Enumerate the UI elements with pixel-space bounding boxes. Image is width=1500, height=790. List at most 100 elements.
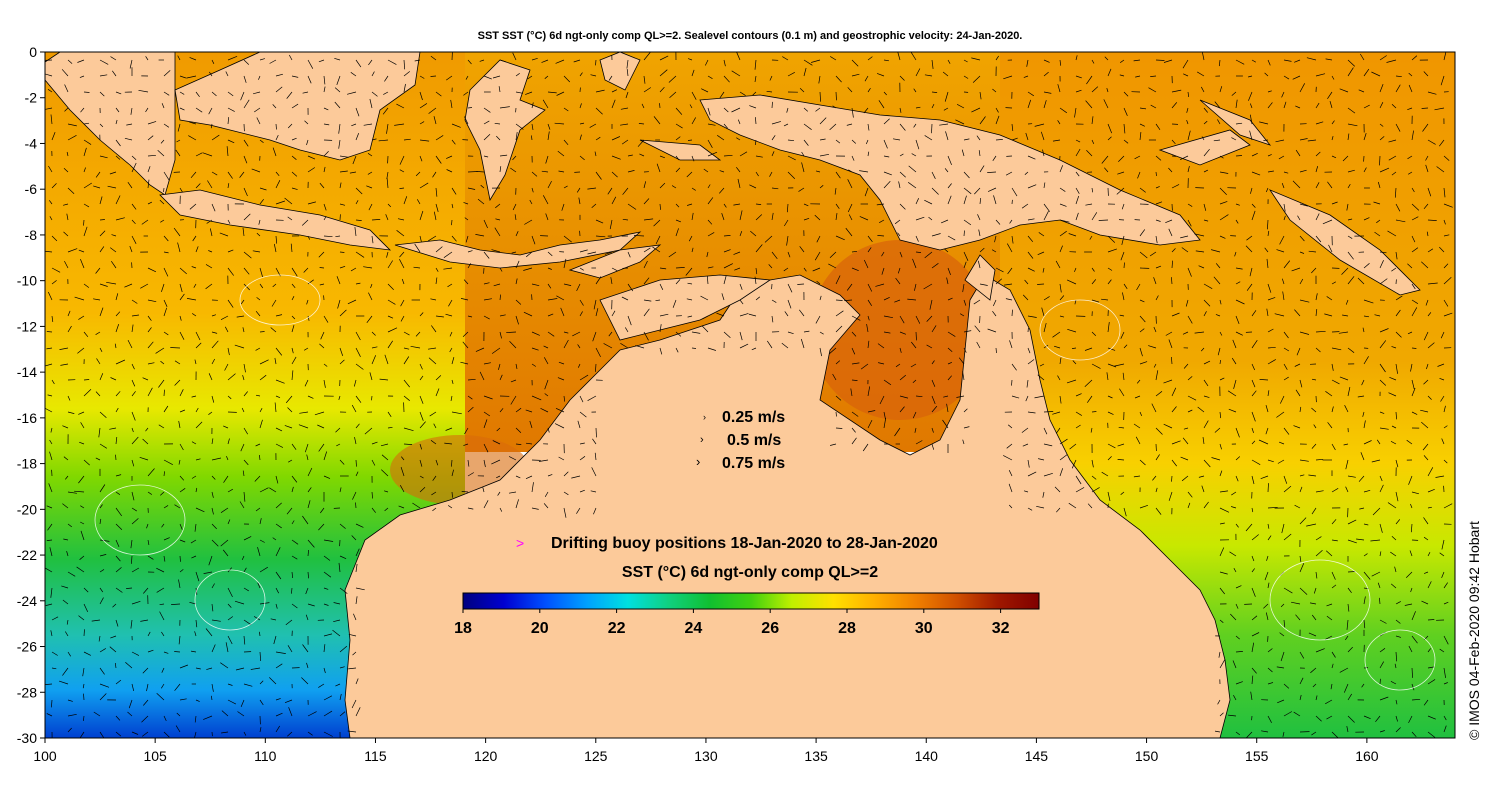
velocity-arrow	[1219, 299, 1222, 305]
velocity-arrow	[1372, 507, 1381, 516]
velocity-arrow	[419, 487, 426, 493]
velocity-arrow	[1235, 456, 1241, 461]
velocity-arrow	[1331, 539, 1338, 542]
velocity-arrow	[323, 555, 331, 561]
velocity-arrow	[467, 472, 474, 477]
velocity-arrow	[1180, 456, 1189, 461]
velocity-arrow	[65, 475, 69, 480]
velocity-arrow	[554, 122, 565, 125]
velocity-arrow	[1155, 59, 1165, 61]
velocity-arrow	[1246, 283, 1253, 291]
velocity-arrow	[1251, 171, 1261, 176]
velocity-arrow	[1107, 279, 1112, 285]
velocity-arrow	[1148, 87, 1157, 93]
velocity-arrow	[675, 279, 681, 285]
velocity-arrow	[1379, 475, 1383, 482]
velocity-arrow	[275, 427, 283, 432]
velocity-arrow	[1443, 219, 1446, 225]
velocity-arrow	[1267, 346, 1276, 349]
velocity-arrow	[444, 442, 453, 445]
velocity-arrow	[1007, 267, 1013, 275]
velocity-arrow	[1283, 427, 1290, 435]
velocity-arrow	[848, 214, 853, 221]
velocity-arrow	[992, 299, 997, 307]
velocity-arrow	[1182, 331, 1189, 335]
velocity-arrow	[74, 296, 85, 301]
velocity-arrow	[1360, 53, 1365, 61]
velocity-arrow	[689, 104, 693, 109]
velocity-arrow	[1027, 459, 1030, 468]
sealevel-contour	[1269, 559, 1371, 641]
velocity-arrow	[99, 693, 107, 701]
velocity-arrow	[515, 132, 518, 141]
y-tick-label: -10	[17, 273, 37, 289]
velocity-arrow	[1408, 645, 1413, 653]
velocity-arrow	[544, 491, 549, 497]
velocity-arrow	[686, 298, 693, 301]
velocity-arrow	[1265, 427, 1269, 435]
velocity-arrow	[127, 181, 133, 189]
velocity-arrow	[1410, 363, 1413, 372]
velocity-arrow	[1245, 523, 1253, 532]
velocity-arrow	[435, 135, 444, 141]
velocity-arrow	[1427, 715, 1436, 720]
velocity-arrow	[523, 267, 533, 271]
velocity-arrow	[1363, 523, 1369, 526]
velocity-arrow	[1251, 411, 1256, 422]
velocity-arrow	[211, 438, 214, 445]
velocity-arrow	[305, 587, 309, 595]
velocity-arrow	[275, 379, 285, 384]
velocity-arrow	[111, 261, 117, 269]
velocity-arrow	[1227, 390, 1237, 397]
velocity-arrow	[579, 134, 582, 141]
velocity-arrow	[627, 203, 637, 210]
velocity-arrow	[835, 213, 838, 221]
velocity-arrow	[1245, 245, 1253, 253]
velocity-arrow	[419, 312, 424, 317]
velocity-arrow	[305, 614, 309, 621]
velocity-arrow	[829, 251, 837, 258]
velocity-arrow	[77, 347, 85, 354]
velocity-arrow	[1294, 504, 1301, 509]
velocity-arrow	[1387, 230, 1397, 237]
velocity-arrow	[881, 251, 885, 257]
velocity-arrow	[445, 313, 453, 317]
velocity-arrow	[940, 219, 949, 224]
velocity-arrow	[227, 603, 232, 608]
velocity-arrow	[403, 196, 408, 205]
velocity-arrow	[963, 171, 970, 179]
velocity-arrow	[159, 603, 165, 606]
velocity-arrow	[771, 151, 775, 157]
velocity-arrow	[1059, 59, 1062, 66]
velocity-arrow	[963, 138, 970, 141]
velocity-arrow	[1231, 357, 1237, 365]
velocity-arrow	[446, 155, 453, 159]
velocity-arrow	[1214, 730, 1221, 733]
velocity-arrow	[1235, 475, 1239, 482]
velocity-arrow	[1308, 474, 1317, 477]
velocity-arrow	[1311, 507, 1317, 515]
velocity-arrow	[240, 443, 245, 452]
velocity-arrow	[355, 548, 360, 557]
velocity-arrow	[1277, 699, 1285, 704]
velocity-arrow	[835, 91, 837, 101]
velocity-arrow	[979, 283, 988, 286]
velocity-arrow	[1322, 219, 1333, 225]
velocity-arrow	[995, 347, 997, 354]
velocity-arrow	[883, 171, 892, 176]
velocity-arrow	[115, 436, 118, 445]
velocity-arrow	[1023, 490, 1029, 493]
velocity-arrow	[1411, 635, 1418, 644]
velocity-arrow	[554, 423, 565, 429]
velocity-arrow	[508, 456, 517, 461]
velocity-arrow	[211, 395, 215, 403]
velocity-arrow	[1425, 299, 1429, 306]
velocity-arrow	[203, 715, 213, 720]
velocity-arrow	[243, 683, 253, 687]
velocity-arrow	[195, 421, 203, 429]
velocity-arrow	[323, 315, 329, 323]
velocity-arrow	[63, 538, 69, 541]
x-tick-label: 150	[1135, 748, 1159, 764]
velocity-arrow	[339, 251, 345, 253]
velocity-arrow	[1282, 291, 1285, 301]
